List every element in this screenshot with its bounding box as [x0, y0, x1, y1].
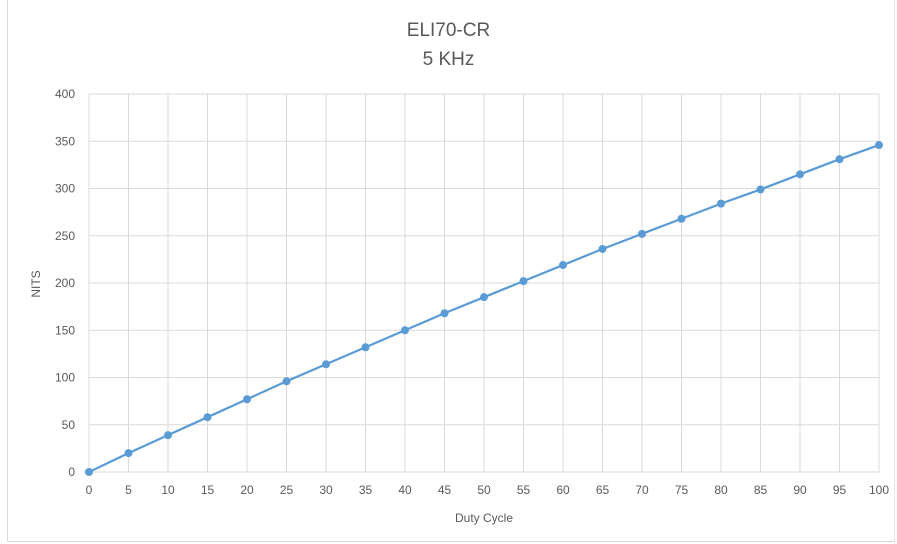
series-layer [85, 141, 883, 476]
chart-title: ELI70-CR [406, 20, 491, 41]
x-tick-label: 35 [359, 483, 373, 497]
y-tick-label: 150 [55, 323, 75, 337]
x-tick-label: 85 [754, 483, 768, 497]
data-point [401, 326, 409, 335]
y-tick-label: 400 [55, 87, 75, 101]
chart-subtitle: 5 KHz [422, 49, 475, 70]
x-tick-label: 75 [675, 483, 689, 497]
data-point [440, 309, 449, 318]
data-point [519, 277, 528, 286]
x-tick-label: 10 [161, 483, 175, 497]
chart-area [7, 0, 895, 542]
x-tick-label: 45 [438, 483, 452, 497]
data-point [598, 244, 607, 253]
x-tick-label: 55 [517, 483, 531, 497]
data-point [756, 185, 765, 194]
data-point [796, 170, 804, 179]
y-tick-label: 300 [55, 182, 75, 196]
x-tick-label: 30 [319, 483, 333, 497]
data-point [677, 214, 686, 223]
y-tick-label: 350 [55, 134, 75, 148]
data-point [361, 343, 370, 352]
x-tick-label: 50 [477, 483, 491, 497]
data-point [164, 431, 172, 440]
x-tick-label: 80 [714, 483, 728, 497]
x-tick-label: 20 [240, 483, 254, 497]
x-tick-label: 95 [833, 483, 847, 497]
data-point [480, 293, 488, 302]
y-tick-label: 200 [55, 276, 75, 290]
data-point [85, 468, 93, 476]
x-tick-label: 15 [201, 483, 215, 497]
data-point [835, 155, 844, 164]
y-tick-label: 0 [68, 465, 75, 479]
y-tick-label: 50 [62, 418, 76, 432]
data-point [322, 360, 330, 369]
gridlines [88, 93, 880, 473]
data-point [124, 449, 133, 458]
data-point [875, 141, 883, 150]
x-tick-label: 5 [125, 483, 132, 497]
data-point [203, 413, 212, 422]
x-tick-label: 65 [596, 483, 610, 497]
x-tick-label: 60 [556, 483, 570, 497]
tick-labels: 0 5 10 15 20 25 30 35 40 45 50 55 60 65 70 75 80 85 90 95 10… [55, 87, 889, 497]
x-tick-label: 100 [869, 483, 889, 497]
x-tick-label: 90 [793, 483, 807, 497]
y-axis-label: NITS [29, 270, 43, 297]
data-point [559, 261, 567, 270]
x-tick-label: 0 [86, 483, 93, 497]
data-point [243, 395, 251, 404]
x-axis-label: Duty Cycle [455, 511, 513, 525]
x-tick-label: 70 [635, 483, 649, 497]
data-point [638, 229, 646, 238]
y-tick-label: 100 [55, 371, 75, 385]
x-tick-label: 40 [398, 483, 412, 497]
y-tick-label: 250 [55, 229, 75, 243]
x-tick-label: 25 [280, 483, 294, 497]
data-point [282, 377, 291, 386]
data-point [717, 199, 725, 208]
